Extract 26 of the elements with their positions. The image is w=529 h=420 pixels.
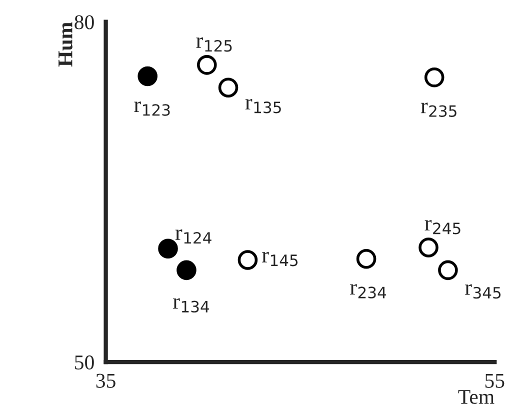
x-tick-label: 35 <box>96 374 116 388</box>
annotation: r$_{124}$ <box>175 229 212 244</box>
annotation: r$_{245}$ <box>424 220 460 234</box>
annotation: r$_{134}$ <box>173 298 210 313</box>
annotation: r$_{235}$ <box>420 102 456 117</box>
point <box>196 55 217 75</box>
y-axis-title: Hum <box>58 22 72 67</box>
annotation: r$_{345}$ <box>465 284 501 299</box>
point <box>238 250 258 270</box>
point <box>356 248 376 269</box>
annotation: r$_{145}$ <box>262 252 298 266</box>
annotation: r$_{135}$ <box>245 98 281 114</box>
point <box>438 260 458 280</box>
y-tick-label: 50 <box>75 355 94 370</box>
y-tick-label: 80 <box>74 15 94 30</box>
x-tick-label: 55 <box>485 374 504 388</box>
annotation: r$_{234}$ <box>350 284 386 298</box>
annotation: r$_{125}$ <box>196 37 232 52</box>
point <box>176 260 196 280</box>
point <box>418 238 438 258</box>
point <box>138 66 158 86</box>
point <box>218 78 238 98</box>
annotation: r$_{123}$ <box>134 102 170 116</box>
point <box>158 238 178 259</box>
point <box>424 68 444 88</box>
x-axis-title: Tem <box>458 390 494 404</box>
